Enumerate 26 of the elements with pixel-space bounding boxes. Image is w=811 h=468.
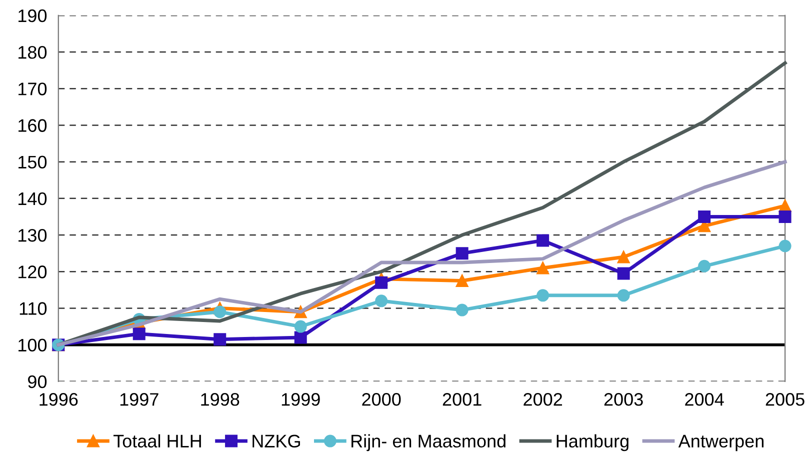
x-tick-label: 2003 [604,393,643,406]
x-tick-label: 1999 [282,393,320,406]
y-tick-label: 130 [18,228,47,242]
y-tick-label: 140 [18,192,47,206]
x-tick-label: 2005 [766,393,804,406]
legend-label: Antwerpen [678,434,764,452]
x-tick-label: 1997 [120,393,158,406]
y-tick-label: 170 [18,82,47,96]
y-tick-label: 160 [18,119,47,132]
y-tick-label: 150 [18,156,47,169]
y-tick-label: 100 [18,338,47,352]
y-tick-label: 180 [18,46,47,59]
legend-label: Rijn- en Maasmond [352,434,506,452]
legend-label: Hamburg [556,434,628,452]
x-tick-label: 1996 [40,393,78,406]
legend-label: Totaal HLH [113,434,201,448]
x-tick-label: 2004 [685,393,724,406]
y-tick-label: 190 [18,9,47,22]
x-tick-label: 2002 [524,393,562,406]
y-tick-label: 90 [28,375,47,388]
y-tick-label: 120 [18,266,47,278]
x-tick-label: 2000 [362,393,401,406]
legend-label: NZKG [252,434,300,448]
y-tick-label: 110 [20,302,47,315]
x-tick-label: 2001 [442,393,482,406]
x-tick-label: 1998 [201,393,240,406]
